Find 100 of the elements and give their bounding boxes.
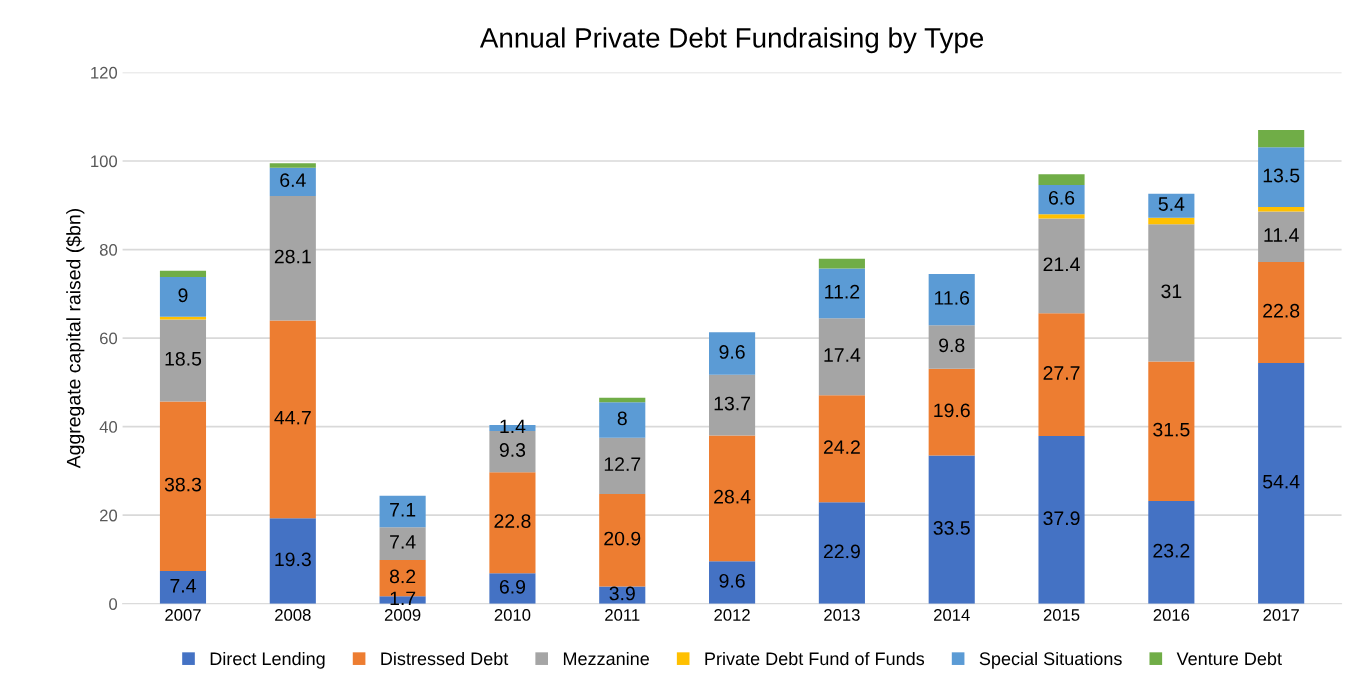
data-label: 20.9: [604, 531, 641, 546]
data-label: 13.5: [1263, 168, 1300, 183]
data-label: 54.4: [1263, 474, 1300, 489]
legend-label: Distressed Debt: [381, 651, 509, 666]
bar: [1258, 261, 1305, 363]
x-tick-label: 2012: [714, 609, 750, 621]
legend-label: Venture Debt: [1176, 651, 1282, 666]
data-label: 11.6: [934, 291, 970, 305]
data-label: 33.5: [933, 521, 970, 535]
bar: [1038, 218, 1085, 314]
data-label: 38.3: [164, 477, 202, 492]
data-label: 24.2: [823, 440, 860, 454]
bar: [1038, 174, 1085, 185]
x-tick-label: 2014: [934, 609, 970, 621]
bar: [1148, 193, 1195, 218]
data-label: 11.2: [825, 284, 860, 299]
bar: [1148, 501, 1195, 604]
y-tick-label: 80: [99, 243, 118, 256]
bar: [709, 332, 756, 375]
bar: [489, 472, 536, 574]
y-tick-label: 100: [91, 155, 118, 168]
data-label: 22.8: [494, 514, 531, 528]
data-label: 22.8: [1263, 303, 1300, 318]
bar: [928, 325, 975, 369]
data-label: 9.3: [499, 443, 526, 457]
bar: [1258, 362, 1305, 604]
legend-label: Direct Lending: [210, 651, 325, 669]
data-label: 28.4: [714, 489, 751, 504]
bar: [269, 320, 316, 519]
data-label: 7.1: [390, 503, 416, 517]
bar: [709, 435, 756, 562]
x-tick-label: 2015: [1043, 609, 1080, 621]
bar: [269, 163, 316, 168]
bar: [1148, 224, 1195, 362]
bar: [599, 397, 646, 403]
bar: [1258, 130, 1305, 148]
x-tick-label: 2017: [1263, 609, 1299, 621]
bar: [1038, 435, 1085, 604]
bar: [1038, 313, 1085, 436]
data-label: 23.2: [1153, 543, 1190, 558]
x-tick-label: 2011: [605, 609, 640, 621]
data-label: 7.4: [390, 535, 416, 549]
y-tick-label: 0: [109, 598, 118, 610]
bar: [599, 493, 646, 587]
x-tick-label: 2009: [384, 609, 421, 621]
bar: [379, 527, 426, 560]
y-tick-label: 40: [99, 421, 118, 433]
bar: [1258, 207, 1305, 212]
data-label: 11.4: [1264, 228, 1299, 242]
data-label: 8.2: [389, 569, 416, 584]
y-axis-title: Aggregate capital raised ($bn): [65, 209, 85, 469]
data-label: 17.4: [824, 348, 861, 362]
legend-label: Mezzanine: [563, 651, 649, 666]
x-tick-label: 2010: [494, 609, 531, 621]
bar: [1258, 211, 1305, 262]
bar: [159, 316, 207, 320]
bar: [1038, 214, 1085, 219]
data-label: 18.5: [165, 351, 202, 366]
bar: [599, 402, 646, 438]
bar: [818, 258, 865, 269]
data-label: 9: [178, 288, 188, 303]
legend-label: Private Debt Fund of Funds: [705, 651, 925, 666]
bar: [928, 368, 975, 456]
bar: [818, 502, 865, 604]
bar: [489, 573, 536, 604]
bar: [269, 167, 316, 196]
data-label: 21.4: [1043, 257, 1080, 271]
x-tick-label: 2008: [275, 609, 311, 621]
bar: [489, 431, 536, 473]
data-label: 8: [617, 411, 627, 426]
bar: [928, 455, 975, 604]
y-tick-label: 120: [91, 66, 118, 79]
legend-label: Special Situations: [979, 651, 1122, 669]
bar: [269, 195, 316, 321]
bar: [159, 401, 207, 571]
x-tick-label: 2016: [1153, 609, 1190, 621]
bar: [599, 437, 646, 494]
chart-title: Annual Private Debt Fundraising by Type: [479, 27, 984, 54]
data-label: 12.7: [604, 457, 641, 471]
bar: [1258, 147, 1305, 208]
bar: [1148, 361, 1195, 502]
bar: [1038, 184, 1085, 215]
bar: [159, 270, 207, 277]
bar: [1148, 217, 1195, 225]
data-label: 9.6: [719, 573, 745, 588]
data-label: 9.8: [939, 338, 965, 353]
data-label: 37.9: [1043, 511, 1080, 526]
data-label: 22.9: [823, 544, 860, 559]
bar: [818, 395, 865, 503]
data-label: 7.4: [170, 579, 196, 593]
data-label: 31.5: [1153, 422, 1190, 437]
bar: [928, 273, 975, 326]
data-label: 19.3: [275, 552, 311, 567]
bar: [159, 570, 207, 604]
y-tick-label: 20: [100, 509, 118, 522]
bar: [379, 495, 426, 528]
data-label: 9.6: [719, 345, 745, 359]
data-label: 19.6: [934, 403, 970, 418]
bar: [159, 277, 207, 317]
bar: [709, 561, 756, 604]
